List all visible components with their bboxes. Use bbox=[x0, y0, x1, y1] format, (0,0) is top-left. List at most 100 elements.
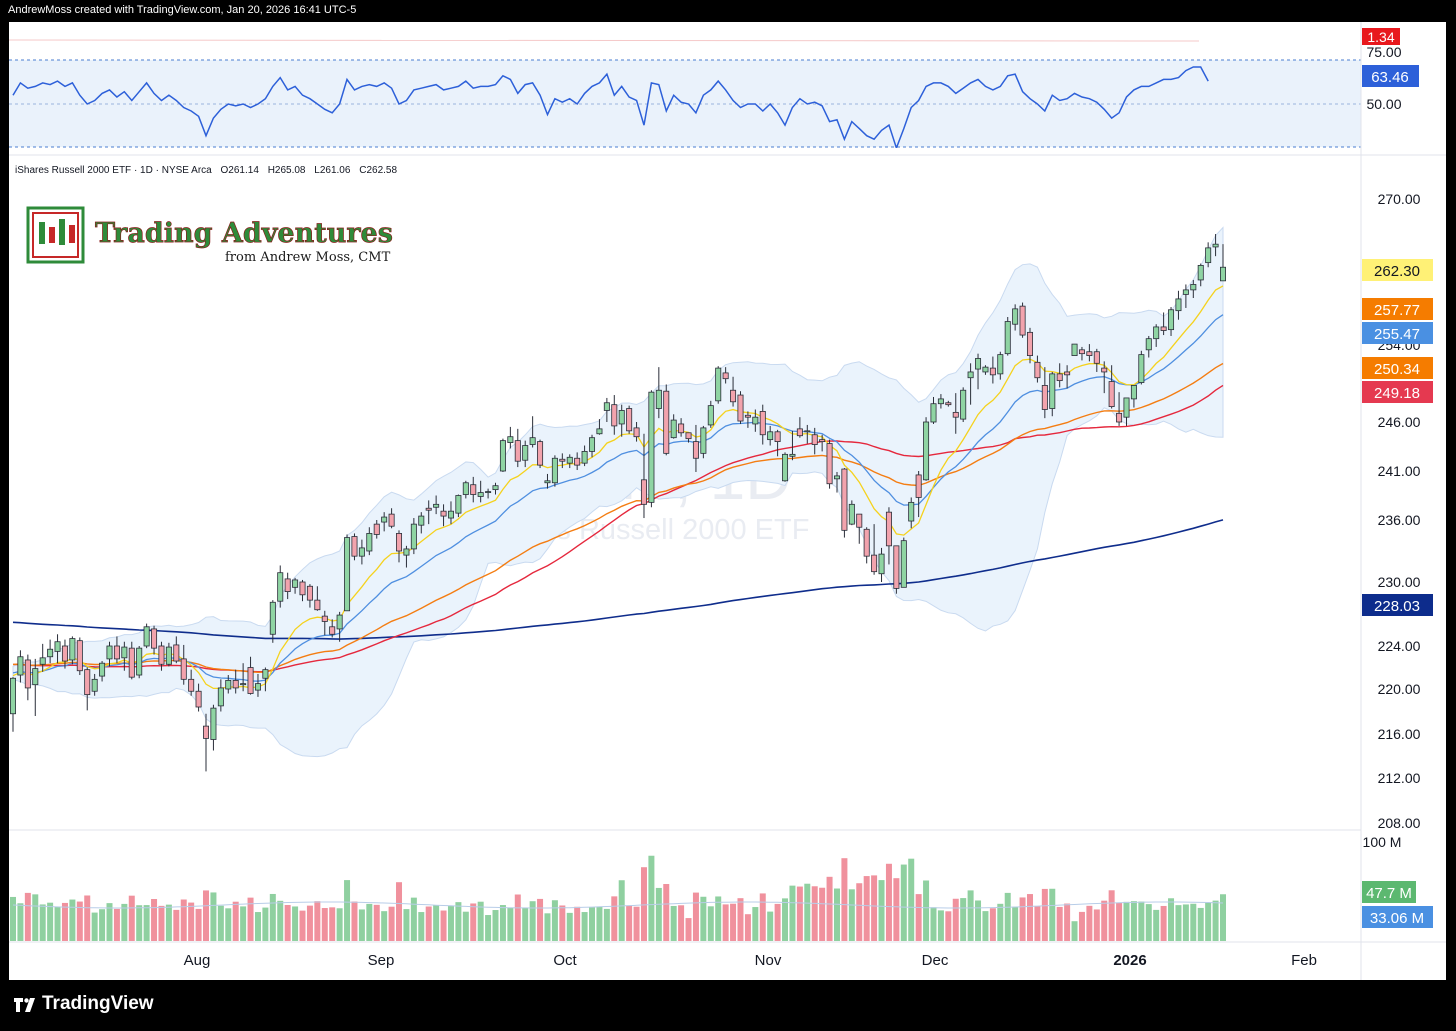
volume-bar bbox=[277, 900, 284, 941]
candle-body bbox=[418, 515, 425, 526]
price-tick-label: 220.00 bbox=[1378, 681, 1421, 697]
candle bbox=[351, 533, 358, 561]
svg-text:iShares Russell 2000 ETF · 1D: iShares Russell 2000 ETF · 1D · NYSE Arc… bbox=[15, 165, 397, 176]
candle-body bbox=[1212, 243, 1219, 248]
candle bbox=[744, 411, 751, 428]
volume-bar bbox=[923, 880, 930, 941]
candle-body bbox=[1145, 338, 1152, 351]
volume-bar bbox=[566, 912, 573, 941]
candle-body bbox=[225, 680, 232, 690]
volume-bar bbox=[1138, 901, 1145, 941]
candle-body bbox=[893, 545, 900, 589]
candle bbox=[648, 390, 655, 508]
candle-body bbox=[997, 354, 1004, 375]
volume-bar bbox=[462, 911, 469, 941]
volume-bar bbox=[232, 901, 239, 941]
volume-bar bbox=[351, 901, 358, 941]
time-label: Dec bbox=[922, 952, 949, 969]
volume-bar bbox=[440, 910, 447, 941]
candle bbox=[299, 579, 306, 602]
candle bbox=[344, 534, 351, 612]
candle-body bbox=[1019, 305, 1026, 336]
candle bbox=[507, 426, 514, 449]
candle bbox=[99, 661, 106, 682]
tradingview-logo-icon bbox=[14, 998, 35, 1012]
volume-bar bbox=[640, 867, 647, 941]
volume-bar bbox=[1064, 903, 1071, 941]
candle bbox=[833, 471, 840, 493]
volume-bar bbox=[1130, 901, 1137, 941]
candle bbox=[819, 434, 826, 452]
candle bbox=[1175, 290, 1182, 320]
volume-bar bbox=[1019, 897, 1026, 941]
candle bbox=[893, 545, 900, 594]
volume-bar bbox=[403, 909, 410, 941]
candle bbox=[559, 453, 566, 469]
candle-body bbox=[277, 572, 284, 602]
volume-bar bbox=[789, 885, 796, 941]
candle bbox=[722, 367, 729, 384]
candle-body bbox=[930, 403, 937, 423]
volume-bar bbox=[10, 896, 16, 941]
candle bbox=[358, 539, 365, 565]
volume-bar bbox=[1123, 901, 1130, 941]
candle bbox=[871, 524, 878, 575]
candle-body bbox=[151, 628, 158, 649]
candle-body bbox=[1026, 331, 1033, 356]
volume-bar bbox=[707, 906, 714, 941]
rsi-extra-label: 1.34 bbox=[1362, 28, 1400, 45]
candle bbox=[826, 439, 833, 489]
price-label-text: 257.77 bbox=[1374, 302, 1420, 319]
volume-bar bbox=[388, 906, 395, 941]
volume-bar bbox=[425, 906, 432, 941]
volume-bar bbox=[930, 907, 937, 941]
candle bbox=[529, 416, 536, 448]
candle bbox=[1041, 367, 1048, 419]
candle-body bbox=[574, 457, 581, 466]
candle-body bbox=[551, 457, 558, 484]
candle bbox=[574, 452, 581, 471]
ema-20-line bbox=[12, 314, 1224, 682]
candle-body bbox=[381, 516, 388, 523]
volume-bar bbox=[173, 909, 180, 941]
candle bbox=[626, 405, 633, 434]
candle-body bbox=[217, 687, 224, 707]
volume-bar bbox=[700, 896, 707, 941]
candle-body bbox=[1197, 264, 1204, 281]
candle-body bbox=[299, 581, 306, 596]
price-tick-label: 236.00 bbox=[1378, 512, 1421, 528]
candle-body bbox=[410, 523, 417, 550]
volume-bar bbox=[24, 892, 31, 941]
candle-body bbox=[1116, 412, 1123, 423]
candle-body bbox=[1012, 308, 1019, 325]
candle-body bbox=[1205, 247, 1212, 264]
candle-body bbox=[373, 523, 380, 535]
volume-bar bbox=[759, 893, 766, 941]
volume-bar bbox=[811, 886, 818, 941]
candle bbox=[1004, 316, 1011, 356]
candle-body bbox=[321, 615, 328, 622]
volume-bar bbox=[648, 855, 655, 941]
candle bbox=[247, 656, 254, 695]
rsi-value-label: 63.46 bbox=[1362, 65, 1419, 87]
candle-body bbox=[707, 405, 714, 426]
candle bbox=[715, 366, 722, 404]
volume-value-text: 47.7 M bbox=[1366, 885, 1412, 902]
candle-body bbox=[833, 475, 840, 480]
candle-body bbox=[32, 668, 39, 686]
rsi-value-box bbox=[1362, 65, 1419, 87]
price-tick-label: 230.00 bbox=[1378, 574, 1421, 590]
volume-bar bbox=[611, 896, 618, 941]
volume-bar bbox=[1093, 909, 1100, 941]
candle bbox=[1212, 234, 1219, 257]
time-scale: Aug Sep Oct Nov Dec 2026 Feb bbox=[184, 952, 1317, 969]
candle bbox=[685, 432, 692, 443]
volume-bar bbox=[819, 887, 826, 941]
candle-body bbox=[173, 644, 180, 662]
candle-body bbox=[240, 683, 247, 686]
legend-high: H265.08 bbox=[268, 165, 306, 176]
candle bbox=[589, 434, 596, 458]
volume-bar bbox=[373, 904, 380, 941]
candle bbox=[915, 471, 922, 518]
volume-bar bbox=[136, 905, 143, 941]
